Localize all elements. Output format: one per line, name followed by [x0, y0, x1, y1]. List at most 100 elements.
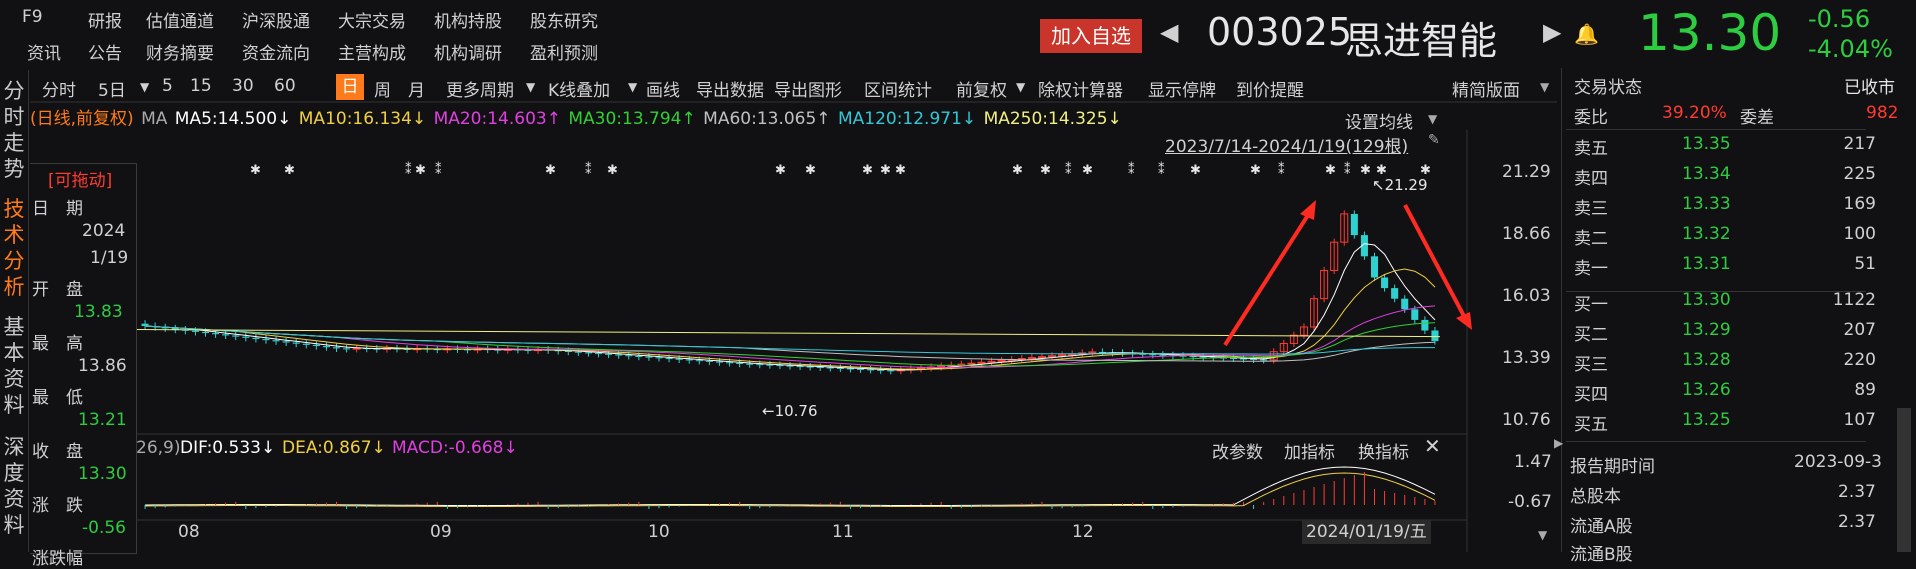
- candle: [201, 331, 210, 334]
- menu-hk-connect[interactable]: 沪深股通: [242, 12, 310, 32]
- pin-icon[interactable]: ✎: [1428, 132, 1440, 148]
- bid-price: 13.26: [1682, 380, 1731, 400]
- menu-inst-survey[interactable]: 机构调研: [434, 44, 502, 64]
- menu-announcement[interactable]: 公告: [88, 44, 122, 64]
- left-vertical-nav: 分时走势 技术分析 基本资料 深度资料: [0, 70, 29, 552]
- bid-volume: 220: [1843, 350, 1876, 370]
- bid-row[interactable]: 买二 13.29 207: [1562, 320, 1892, 348]
- ask-price: 13.35: [1682, 134, 1731, 154]
- tb-show-suspended[interactable]: 显示停牌: [1148, 81, 1216, 101]
- right-panel-scrollbar[interactable]: [1897, 408, 1911, 552]
- close-icon[interactable]: ✕: [1424, 434, 1441, 458]
- bid-price: 13.25: [1682, 410, 1731, 430]
- menu-block-trade[interactable]: 大宗交易: [338, 12, 406, 32]
- chevron-down-icon[interactable]: ▼: [1016, 80, 1026, 94]
- simplified-layout-button[interactable]: 精简版面: [1452, 81, 1520, 101]
- tb-forward-adjust[interactable]: 前复权: [956, 81, 1007, 101]
- next-stock-icon[interactable]: ▶: [1543, 18, 1562, 46]
- tb-range-stats[interactable]: 区间统计: [864, 81, 932, 101]
- prev-stock-icon[interactable]: ◀: [1160, 18, 1179, 46]
- event-marker-icon: ⁑: [1128, 162, 1135, 178]
- change-params-button[interactable]: 改参数: [1212, 443, 1263, 463]
- menu-fund-flow[interactable]: 资金流向: [242, 44, 310, 64]
- menu-f9[interactable]: F9: [22, 7, 43, 27]
- tb-draw-line[interactable]: 画线: [646, 81, 680, 101]
- tb-week[interactable]: 周: [374, 81, 391, 101]
- menu-inst-holding[interactable]: 机构持股: [434, 12, 502, 32]
- candle: [171, 328, 179, 330]
- nav-basic-info[interactable]: 基本资料: [3, 315, 25, 417]
- tb-export-data[interactable]: 导出数据: [696, 81, 764, 101]
- tb-exright-calc[interactable]: 除权计算器: [1038, 81, 1123, 101]
- bid-volume: 89: [1854, 380, 1876, 400]
- ask-row[interactable]: 卖四 13.34 225: [1562, 164, 1892, 192]
- chevron-down-icon[interactable]: ▼: [628, 80, 638, 94]
- ask-row[interactable]: 卖五 13.35 217: [1562, 134, 1892, 162]
- price-tick: 13.39: [1502, 348, 1551, 368]
- bell-icon[interactable]: 🔔: [1574, 22, 1599, 46]
- tb-30min[interactable]: 30: [232, 76, 254, 96]
- tb-price-alert[interactable]: 到价提醒: [1236, 81, 1304, 101]
- nav-deep-info[interactable]: 深度资料: [3, 435, 25, 537]
- ma-line-5: [144, 243, 1436, 371]
- tb-kline-overlay[interactable]: K线叠加: [548, 81, 611, 101]
- tb-5min[interactable]: 5: [162, 76, 173, 96]
- menu-research[interactable]: 研报: [88, 12, 122, 32]
- total-shares-label: 总股本: [1570, 487, 1621, 507]
- tb-more-period[interactable]: 更多周期: [446, 81, 514, 101]
- stock-name: 思进智能: [1345, 19, 1498, 63]
- event-marker-icon: ✱: [1360, 163, 1371, 178]
- event-marker-icon: ✱: [415, 163, 426, 178]
- arrow-down-head: [1456, 312, 1472, 330]
- ask-row[interactable]: 卖三 13.33 169: [1562, 194, 1892, 222]
- candle: [222, 334, 230, 336]
- ask-row[interactable]: 卖二 13.32 100: [1562, 224, 1892, 252]
- data-window[interactable]: [可拖动] 日 期 2024 1/19 开 盘 13.83 最 高 13.86 …: [30, 163, 137, 569]
- collapse-right-icon[interactable]: ▶: [1554, 436, 1564, 450]
- candle: [615, 354, 623, 356]
- tb-5day[interactable]: 5日: [98, 81, 126, 101]
- draggable-label[interactable]: [可拖动]: [48, 171, 113, 191]
- ma250-value: MA250:14.325↓: [983, 109, 1122, 129]
- candle: [1229, 358, 1237, 360]
- menu-business[interactable]: 主营构成: [338, 44, 406, 64]
- ma-label: MA: [141, 109, 168, 129]
- event-marker-icon: ✱: [895, 163, 906, 178]
- menu-news[interactable]: 资讯: [27, 44, 61, 64]
- candle: [1370, 256, 1379, 278]
- tb-15min[interactable]: 15: [190, 76, 212, 96]
- menu-finance-summary[interactable]: 财务摘要: [146, 44, 214, 64]
- add-favorite-button[interactable]: 加入自选: [1040, 19, 1142, 53]
- bid-row[interactable]: 买五 13.25 107: [1562, 410, 1892, 438]
- nav-technical[interactable]: 技术分析: [3, 197, 25, 299]
- menu-holder-research[interactable]: 股东研究: [530, 12, 598, 32]
- ask-row[interactable]: 卖一 13.31 51: [1562, 254, 1892, 282]
- menu-valuation[interactable]: 估值通道: [146, 12, 214, 32]
- candle: [746, 363, 754, 365]
- tb-month[interactable]: 月: [408, 81, 425, 101]
- chevron-down-icon[interactable]: ▼: [1538, 528, 1548, 542]
- add-indicator-button[interactable]: 加指标: [1284, 443, 1335, 463]
- candle: [1088, 351, 1097, 354]
- chevron-down-icon[interactable]: ▼: [526, 80, 536, 94]
- bid-row[interactable]: 买四 13.26 89: [1562, 380, 1892, 408]
- menu-profit-forecast[interactable]: 盈利预测: [530, 44, 598, 64]
- tb-intraday[interactable]: 分时: [42, 81, 76, 101]
- chevron-down-icon[interactable]: ▼: [140, 80, 150, 94]
- nav-intraday[interactable]: 分时走势: [3, 79, 25, 181]
- bid-row[interactable]: 买一 13.30 1122: [1562, 290, 1892, 318]
- switch-indicator-button[interactable]: 换指标: [1358, 443, 1409, 463]
- tb-day[interactable]: 日: [336, 74, 364, 100]
- candle: [625, 355, 633, 357]
- bid-label: 买四: [1574, 385, 1608, 405]
- event-marker-icon: ✱: [775, 163, 786, 178]
- tb-60min[interactable]: 60: [274, 76, 296, 96]
- candle: [635, 355, 643, 357]
- set-ma-button[interactable]: 设置均线: [1345, 113, 1413, 133]
- bid-row[interactable]: 买三 13.28 220: [1562, 350, 1892, 378]
- candle: [292, 342, 300, 344]
- tb-export-chart[interactable]: 导出图形: [774, 81, 842, 101]
- chevron-down-icon[interactable]: ▼: [1428, 112, 1438, 126]
- bid-price: 13.30: [1682, 290, 1731, 310]
- chevron-down-icon[interactable]: ▼: [1540, 80, 1550, 94]
